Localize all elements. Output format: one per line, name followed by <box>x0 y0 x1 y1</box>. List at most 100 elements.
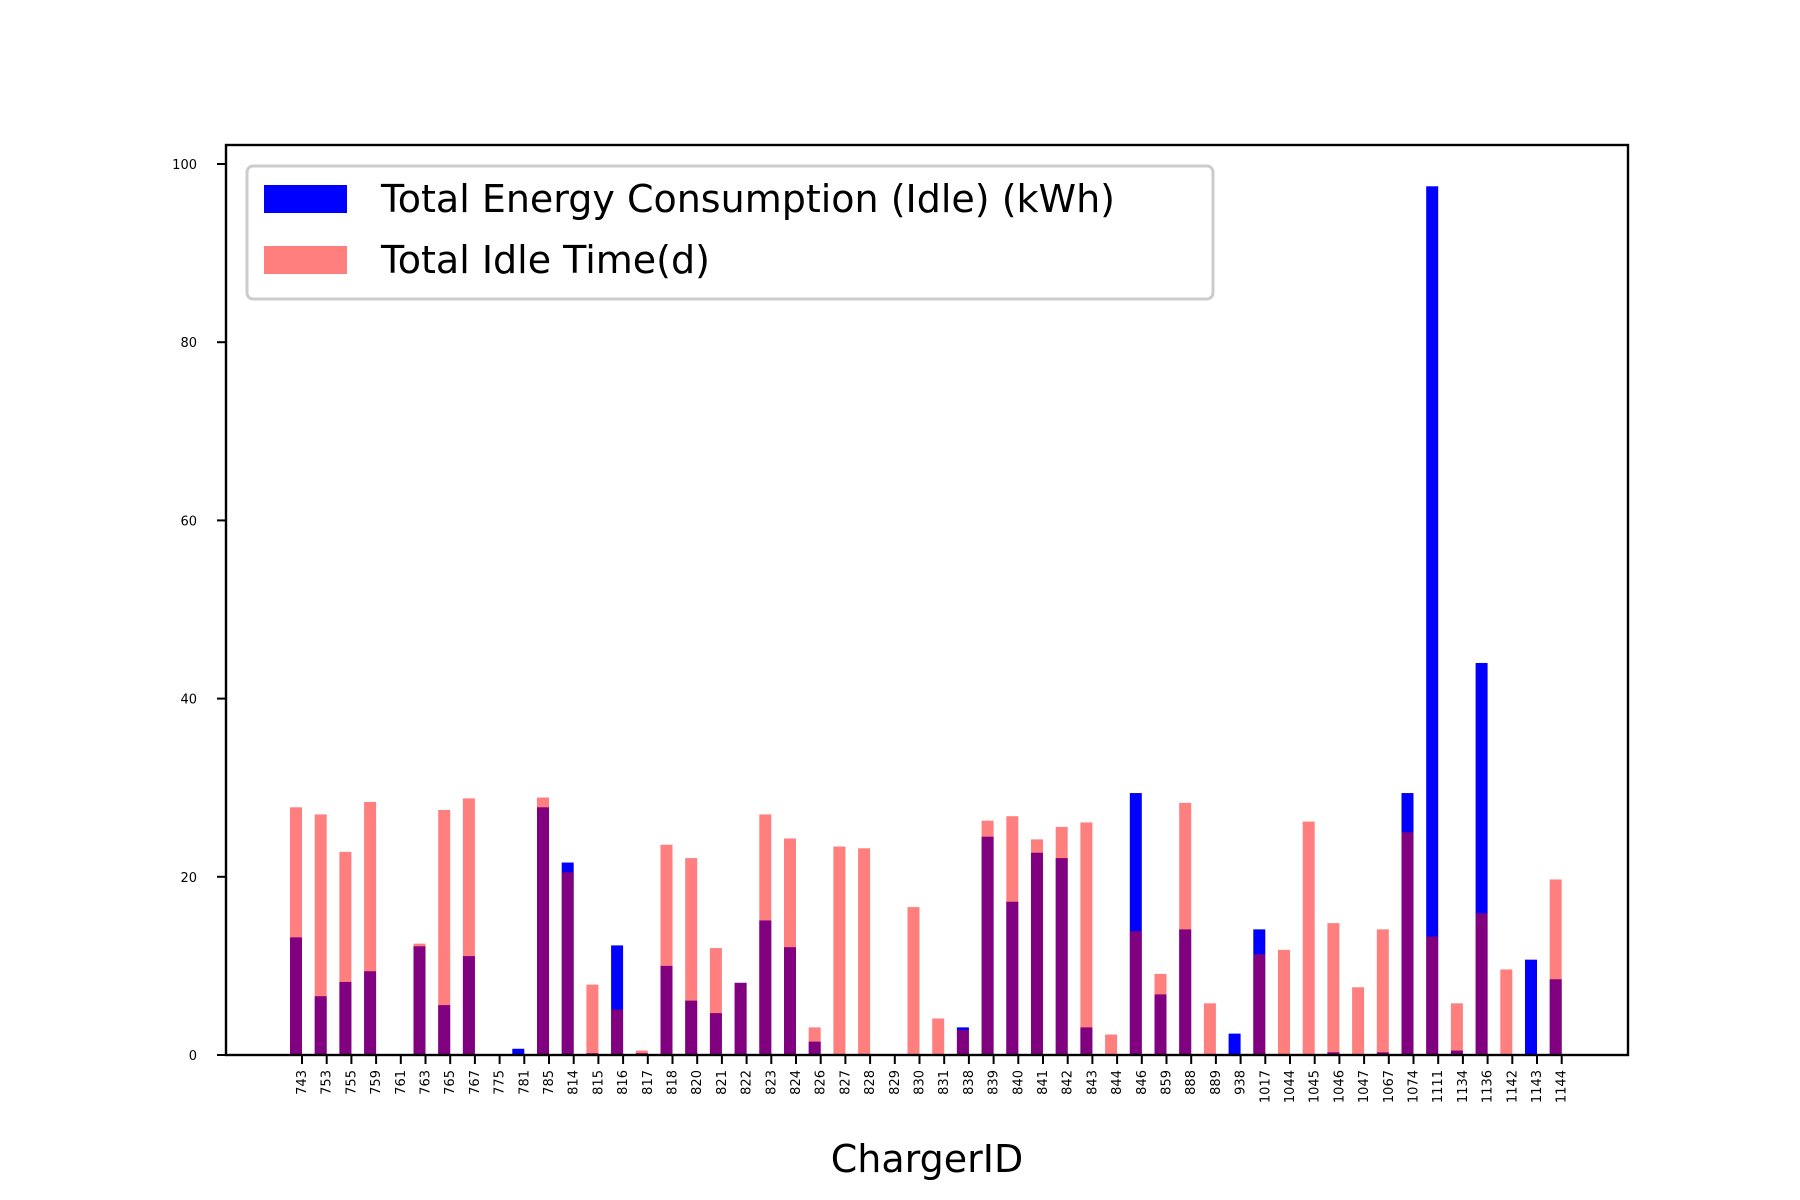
idle-time-series-bars <box>290 797 1562 1055</box>
x-tick-label: 823 <box>764 1070 779 1095</box>
legend-label-energy: Total Energy Consumption (Idle) (kWh) <box>380 177 1115 221</box>
idle-time-bar-1074 <box>1401 832 1414 1055</box>
x-tick-label: 767 <box>468 1070 483 1095</box>
idle-time-bar-1144 <box>1549 879 1562 1055</box>
idle-time-bar-824 <box>784 838 796 1055</box>
x-tick-label: 775 <box>493 1070 508 1095</box>
idle-time-bar-1045 <box>1302 821 1315 1055</box>
x-tick-label: 824 <box>789 1070 804 1095</box>
legend-box <box>245 164 1215 301</box>
x-tick-label: 844 <box>1110 1070 1125 1095</box>
x-tick-label: 1044 <box>1283 1070 1298 1103</box>
y-axis: 0 20 40 60 80 100 <box>172 158 226 1064</box>
x-tick-label: 818 <box>666 1070 681 1095</box>
x-tick-label: 838 <box>962 1070 977 1095</box>
idle-time-bar-823 <box>759 814 772 1055</box>
x-tick-label: 1067 <box>1382 1070 1397 1103</box>
idle-time-bar-759 <box>364 801 377 1055</box>
x-tick-label: 763 <box>419 1070 434 1095</box>
x-tick-label: 1046 <box>1332 1070 1347 1103</box>
idle-time-bar-838 <box>956 1030 969 1055</box>
x-axis-label: ChargerID <box>831 1137 1023 1181</box>
x-tick-label: 1143 <box>1530 1070 1545 1103</box>
idle-time-bar-827 <box>833 846 846 1055</box>
legend: Total Energy Consumption (Idle) (kWh) To… <box>245 164 1215 301</box>
idle-time-bar-820 <box>685 858 698 1055</box>
x-tick-label: 829 <box>888 1070 903 1095</box>
idle-time-bar-888 <box>1179 802 1192 1055</box>
x-tick-label: 820 <box>690 1070 705 1095</box>
x-tick-label: 755 <box>344 1070 359 1095</box>
energy-series-bars <box>290 186 1562 1055</box>
x-tick-label: 816 <box>616 1070 631 1095</box>
x-tick-label: 1047 <box>1357 1070 1372 1103</box>
x-tick-label: 1142 <box>1505 1070 1520 1103</box>
x-tick-label: 827 <box>838 1070 853 1095</box>
x-tick-label: 889 <box>1209 1070 1224 1095</box>
x-tick-label: 841 <box>1036 1070 1051 1095</box>
x-axis: 743 753 755 759 761 763 765 767 775 781 785 814 815 8… <box>295 1055 1570 1103</box>
x-tick-label: 842 <box>1061 1070 1076 1095</box>
idle-time-bar-831 <box>932 1018 945 1055</box>
idle-time-bar-840 <box>1006 816 1019 1055</box>
idle-time-bar-830 <box>907 907 920 1055</box>
x-tick-label: 1134 <box>1456 1070 1471 1103</box>
idle-time-bar-844 <box>1105 1034 1118 1055</box>
legend-swatch-idle-time <box>264 246 347 274</box>
idle-time-bar-821 <box>709 948 722 1055</box>
idle-time-bar-1067 <box>1376 929 1389 1055</box>
idle-time-bar-1142 <box>1500 969 1513 1055</box>
idle-time-bar-828 <box>858 848 871 1055</box>
plot-area-frame <box>224 143 1630 1057</box>
idle-time-bar-843 <box>1080 822 1093 1055</box>
idle-time-bar-839 <box>981 820 994 1055</box>
x-tick-label: 1017 <box>1258 1070 1273 1103</box>
idle-time-bar-859 <box>1154 973 1167 1055</box>
idle-time-bar-818 <box>660 844 673 1055</box>
legend-swatch-energy <box>264 185 347 213</box>
idle-time-bar-889 <box>1203 1003 1216 1055</box>
x-tick-label: 815 <box>591 1070 606 1095</box>
idle-time-bar-846 <box>1129 931 1142 1055</box>
x-tick-label: 753 <box>320 1070 335 1095</box>
idle-time-bar-815 <box>586 984 599 1055</box>
x-tick-label: 831 <box>937 1070 952 1095</box>
x-tick-label: 1136 <box>1481 1070 1496 1103</box>
x-tick-label: 888 <box>1184 1070 1199 1095</box>
idle-time-bar-1111 <box>1426 936 1439 1055</box>
x-tick-label: 781 <box>517 1070 532 1095</box>
x-tick-label: 1074 <box>1407 1070 1422 1103</box>
x-tick-label: 759 <box>369 1070 384 1095</box>
idle-time-bar-1017 <box>1253 954 1266 1055</box>
y-tick-label: 20 <box>180 871 197 886</box>
energy-bar-938 <box>1228 1033 1241 1055</box>
energy-bar-781 <box>512 1048 525 1055</box>
y-tick-label: 0 <box>189 1049 197 1064</box>
energy-bar-1143 <box>1525 959 1537 1055</box>
x-tick-label: 826 <box>814 1070 829 1095</box>
y-tick-label: 60 <box>180 514 197 529</box>
idle-time-bar-1136 <box>1475 913 1488 1055</box>
energy-bar-1111 <box>1426 186 1439 1055</box>
x-tick-label: 743 <box>295 1070 310 1095</box>
idle-time-bar-841 <box>1031 839 1043 1055</box>
idle-time-bar-816 <box>611 1009 624 1055</box>
idle-time-bar-763 <box>413 943 426 1055</box>
y-tick-label: 80 <box>180 336 197 351</box>
x-tick-label: 1045 <box>1308 1070 1323 1103</box>
x-tick-label: 817 <box>641 1070 656 1095</box>
x-tick-label: 859 <box>1160 1070 1175 1095</box>
x-tick-label: 839 <box>987 1070 1002 1095</box>
y-tick-label: 100 <box>172 158 197 173</box>
x-tick-label: 822 <box>740 1070 755 1095</box>
idle-time-bar-767 <box>462 798 475 1055</box>
idle-time-bar-1046 <box>1327 923 1340 1055</box>
x-tick-label: 846 <box>1135 1070 1150 1095</box>
y-tick-label: 40 <box>180 693 197 708</box>
x-tick-label: 761 <box>394 1070 409 1095</box>
legend-label-idle-time: Total Idle Time(d) <box>380 238 710 282</box>
x-tick-label: 814 <box>567 1070 582 1095</box>
x-tick-label: 828 <box>863 1070 878 1095</box>
x-tick-label: 1144 <box>1555 1070 1570 1103</box>
